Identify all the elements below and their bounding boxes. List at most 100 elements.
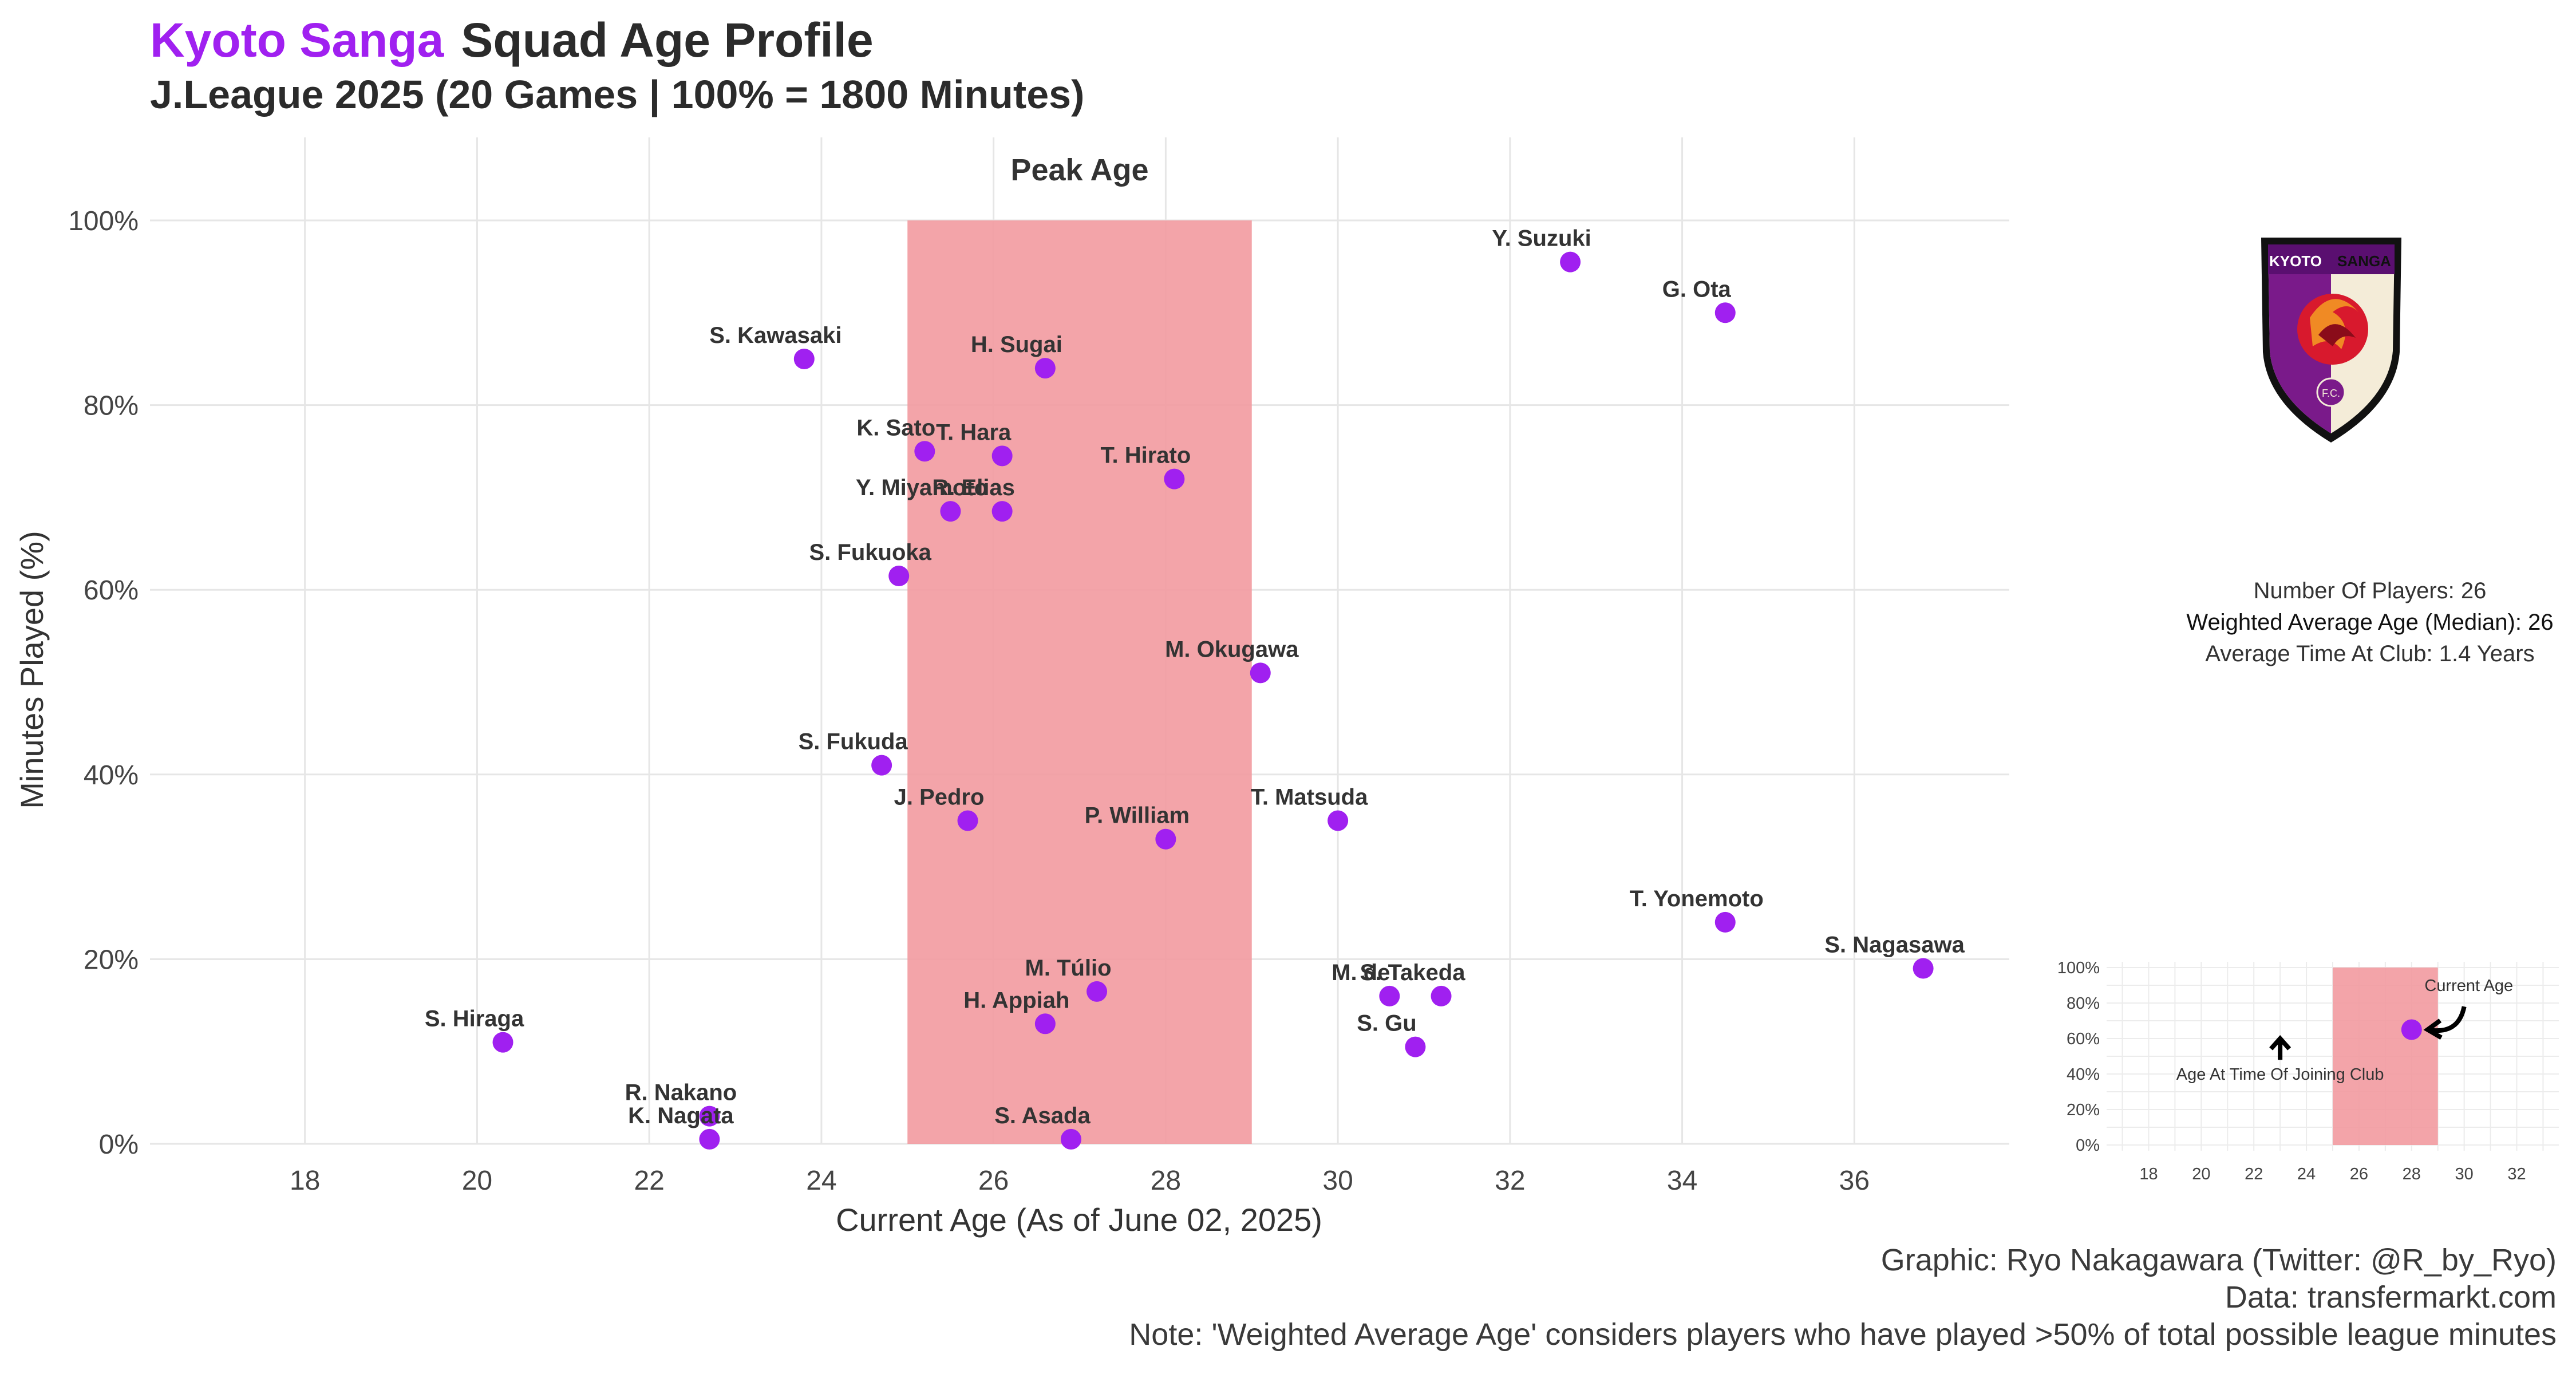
legend-x-tick-label: 22 xyxy=(2245,1165,2263,1183)
x-tick-label: 30 xyxy=(1322,1166,1353,1196)
x-tick-label: 18 xyxy=(290,1166,320,1196)
legend-peak-band xyxy=(2333,968,2438,1145)
x-tick-label: 34 xyxy=(1667,1166,1697,1196)
legend-current-age-arrowhead xyxy=(2423,1018,2443,1040)
player-point xyxy=(1034,1013,1056,1035)
player-label: T. Hirato xyxy=(1101,443,1191,468)
club-crest-logo: KYOTO SANGA F.C. xyxy=(2261,238,2401,443)
legend-x-ticks: 18 20 22 24 26 28 30 32 xyxy=(2139,1165,2526,1183)
credit-graphic: Graphic: Ryo Nakagawara (Twitter: @R_by_… xyxy=(1880,1243,2557,1277)
crest-mark: F.C. xyxy=(2322,388,2340,399)
player-label: M. Okugawa xyxy=(1165,637,1299,662)
player-point xyxy=(1034,358,1056,379)
player-point xyxy=(940,501,961,522)
player-point xyxy=(1714,911,1736,933)
x-tick-label: 26 xyxy=(978,1166,1009,1196)
peak-age-label: Peak Age xyxy=(1010,153,1148,187)
player-point xyxy=(492,1032,513,1053)
player-label: M. de xyxy=(1332,960,1390,985)
player-point xyxy=(1405,1036,1426,1057)
player-label: K. Sato xyxy=(856,415,935,440)
legend-y-tick-label: 0% xyxy=(2076,1136,2100,1155)
y-tick-label: 60% xyxy=(84,575,139,606)
player-label: S. Hiraga xyxy=(425,1006,524,1032)
player-label: H. Sugai xyxy=(971,332,1062,357)
legend-x-tick-label: 24 xyxy=(2297,1165,2316,1183)
crest-word-2: SANGA xyxy=(2337,252,2391,270)
player-labels: Y. Suzuki G. Ota S. Kawasaki H. Sugai K. Sat… xyxy=(425,226,1965,1128)
legend-joining-age-label: Age At Time Of Joining Club xyxy=(2176,1065,2384,1084)
player-label: H. Appiah xyxy=(963,988,1069,1013)
player-label: T. Matsuda xyxy=(1251,784,1368,810)
y-axis-title: Minutes Played (%) xyxy=(14,531,50,809)
y-tick-label: 80% xyxy=(84,391,139,421)
crest-word-1: KYOTO xyxy=(2269,252,2322,270)
legend-y-ticks: 0% 20% 40% 60% 80% 100% xyxy=(2057,959,2100,1155)
player-point xyxy=(1155,828,1176,850)
legend-y-tick-label: 60% xyxy=(2067,1030,2100,1048)
x-tick-label: 28 xyxy=(1151,1166,1181,1196)
legend-x-tick-label: 18 xyxy=(2139,1165,2158,1183)
chart-title: Kyoto Sanga Squad Age Profile xyxy=(150,13,874,68)
legend-y-tick-label: 40% xyxy=(2067,1065,2100,1084)
legend-inset: 18 20 22 24 26 28 30 32 0% 20% 40% 60% 80% 100% Curr… xyxy=(2057,959,2559,1183)
player-point xyxy=(1913,958,1934,979)
player-label: S. Fukuda xyxy=(799,729,908,755)
y-tick-label: 40% xyxy=(84,760,139,791)
player-point xyxy=(991,501,1013,522)
y-tick-label: 0% xyxy=(99,1130,139,1160)
player-point xyxy=(1431,985,1452,1006)
legend-x-tick-label: 32 xyxy=(2507,1165,2526,1183)
legend-x-tick-label: 20 xyxy=(2192,1165,2210,1183)
x-tick-label: 32 xyxy=(1495,1166,1525,1196)
legend-x-tick-label: 26 xyxy=(2350,1165,2368,1183)
player-point xyxy=(914,441,935,462)
legend-x-tick-label: 28 xyxy=(2403,1165,2421,1183)
y-axis-ticks: 0% 20% 40% 60% 80% 100% xyxy=(68,206,139,1160)
player-point xyxy=(1327,810,1349,831)
legend-example-point xyxy=(2401,1019,2422,1040)
x-tick-label: 24 xyxy=(806,1166,836,1196)
x-tick-label: 22 xyxy=(634,1166,664,1196)
player-label: K. Nagata xyxy=(628,1103,734,1128)
player-point xyxy=(699,1128,720,1150)
player-point xyxy=(1060,1128,1081,1150)
player-label: P. William xyxy=(1085,803,1190,828)
player-point xyxy=(1379,985,1400,1006)
player-label: S. Gu xyxy=(1357,1011,1416,1036)
player-point xyxy=(888,566,910,587)
y-tick-label: 100% xyxy=(68,206,139,236)
legend-joining-age-arrow xyxy=(2269,1035,2291,1060)
legend-y-tick-label: 20% xyxy=(2067,1101,2100,1119)
legend-y-tick-label: 80% xyxy=(2067,994,2100,1013)
credit-data: Data: transfermarkt.com xyxy=(2225,1280,2557,1314)
player-label: T. Hara xyxy=(936,420,1012,445)
player-label: Y. Suzuki xyxy=(1492,226,1591,251)
player-label: J. Pedro xyxy=(894,784,985,810)
player-label: Y. Miyamoto xyxy=(856,475,988,500)
x-axis-title: Current Age (As of June 02, 2025) xyxy=(836,1202,1322,1238)
chart-subtitle: J.League 2025 (20 Games | 100% = 1800 Mi… xyxy=(150,72,1085,117)
player-point xyxy=(957,810,978,831)
player-label: S. Asada xyxy=(994,1103,1091,1128)
player-label: S. Takeda xyxy=(1360,960,1466,985)
player-point xyxy=(1250,662,1271,684)
player-point xyxy=(793,348,815,369)
player-label: T. Yonemoto xyxy=(1630,886,1764,911)
average-time-at-club: Average Time At Club: 1.4 Years xyxy=(2205,641,2535,666)
credit-note: Note: 'Weighted Average Age' considers p… xyxy=(1129,1317,2557,1352)
legend-current-age-label: Current Age xyxy=(2424,977,2513,995)
player-point xyxy=(1164,468,1185,489)
weighted-average-age: Weighted Average Age (Median): 26 xyxy=(2186,610,2554,635)
player-label: R. Nakano xyxy=(625,1080,737,1105)
team-name: Kyoto Sanga xyxy=(150,13,444,67)
player-label: M. Túlio xyxy=(1025,956,1112,981)
player-point xyxy=(699,1105,720,1127)
y-tick-label: 20% xyxy=(84,945,139,975)
player-label: S. Kawasaki xyxy=(709,323,841,348)
x-tick-label: 36 xyxy=(1839,1166,1870,1196)
player-point xyxy=(871,755,892,776)
x-tick-label: 20 xyxy=(462,1166,492,1196)
